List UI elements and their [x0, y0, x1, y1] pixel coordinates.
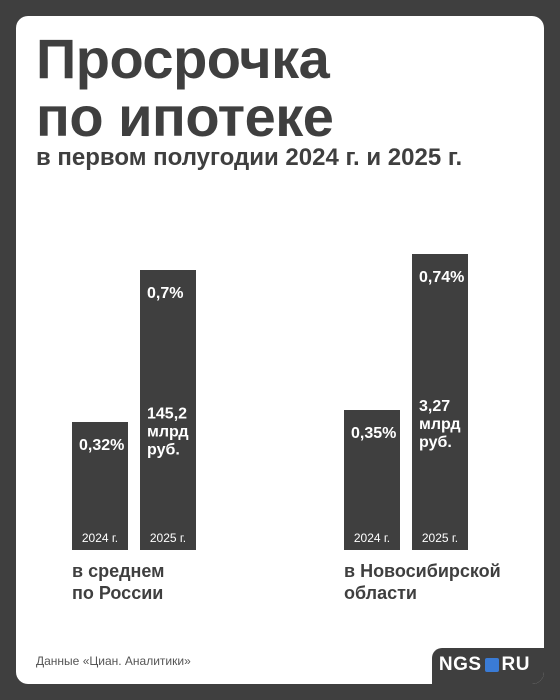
bar-amount-label: руб. — [147, 441, 180, 458]
page-title: Просрочка по ипотеке — [36, 27, 334, 148]
bar-year-label: 2025 г. — [422, 531, 458, 545]
bar-amount-label: руб. — [419, 434, 452, 451]
logo-text-right: RU — [501, 654, 530, 675]
infographic-card: Просрочка по ипотеке в первом полугодии … — [16, 16, 544, 684]
bar-value-label: 0,35% — [351, 425, 396, 442]
bar-year-label: 2024 г. — [354, 531, 390, 545]
bar-russia-2024 — [72, 422, 128, 550]
bar-novosibirsk-2024 — [344, 410, 400, 550]
group-label-russia: в среднем по России — [72, 560, 272, 604]
bar-russia-2025 — [140, 270, 196, 550]
bar-value-label: 0,74% — [419, 269, 464, 286]
ngs-logo[interactable]: NGS RU — [439, 654, 530, 676]
bar-amount-label: млрд — [419, 416, 461, 433]
bar-value-label: 0,32% — [79, 437, 124, 454]
group-label-line: в Новосибирской — [344, 561, 501, 581]
bar-amount-label: 145,2 — [147, 405, 187, 422]
bar-year-label: 2025 г. — [150, 531, 186, 545]
data-source: Данные «Циан. Аналитики» — [36, 654, 191, 668]
page-subtitle: в первом полугодии 2024 г. и 2025 г. — [36, 144, 463, 171]
bar-amount-label: 3,27 — [419, 398, 450, 415]
group-label-line: в среднем — [72, 561, 165, 581]
group-label-line: области — [344, 583, 418, 603]
title-line-1: Просрочка — [36, 27, 330, 90]
title-line-2: по ипотеке — [36, 85, 334, 148]
logo-text-left: NGS — [438, 654, 482, 675]
bar-amount-label: млрд — [147, 423, 189, 440]
bar-value-label: 0,7% — [147, 285, 183, 302]
group-label-novosibirsk: в Новосибирской области — [344, 560, 544, 604]
logo-dot-icon — [484, 658, 499, 672]
bar-year-label: 2024 г. — [82, 531, 118, 545]
group-label-line: по России — [72, 583, 164, 603]
bar-novosibirsk-2025 — [412, 254, 468, 550]
